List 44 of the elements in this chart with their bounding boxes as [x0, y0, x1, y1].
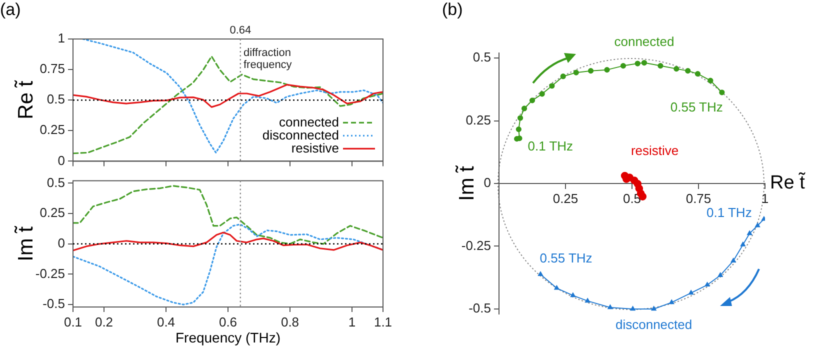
x-tick-label: 0.8 [280, 314, 300, 330]
series-label: resistive [630, 142, 679, 158]
x-tick-label: 0.75 [686, 190, 712, 206]
x-tick-label: 0.2 [94, 314, 114, 330]
y-tick-label: 0.25 [40, 122, 65, 138]
y-axis-title: Im t̃ [454, 164, 478, 201]
x-tick-label: 1.1 [374, 314, 392, 330]
annotation: 0.55 THz [540, 250, 592, 266]
chart-title: (a) [0, 0, 21, 20]
chart-title: (b) [442, 0, 463, 20]
legend-label: disconnected [262, 127, 339, 142]
y-tick-label: 0.25 [466, 112, 491, 128]
legend-label: connected [279, 114, 339, 130]
y-tick-label: 0.25 [40, 205, 65, 220]
y-axis-title: Re t̃ [14, 79, 38, 120]
y-tick-label: -0.5 [42, 296, 65, 312]
y-tick-label: 0.5 [472, 50, 491, 65]
series-label: connected [614, 34, 674, 49]
annotation: 0.55 THz [670, 100, 723, 115]
x-tick-label: 1 [761, 190, 769, 206]
y-tick-label: 1 [58, 30, 65, 46]
x-axis-title: Re t̃ [770, 172, 806, 194]
y-tick-label: -0.25 [461, 238, 491, 253]
ref-line-label: 0.64 [230, 24, 252, 37]
y-tick-label: 0 [58, 235, 65, 250]
y-tick-label: 0 [484, 175, 491, 190]
x-tick-label: 0.6 [218, 314, 238, 330]
y-tick-label: 0.75 [40, 61, 65, 76]
y-tick-label: 0.5 [46, 174, 65, 190]
x-tick-label: 0.1 [64, 314, 82, 330]
y-tick-label: -0.5 [468, 300, 491, 316]
series-label: disconnected [616, 317, 692, 332]
x-tick-label: 0.25 [552, 190, 578, 206]
annotation: 0.1 THz [528, 138, 574, 154]
y-tick-label: 0.5 [46, 92, 65, 107]
legend-label: resistive [291, 140, 339, 156]
y-tick-label: 0 [58, 152, 65, 168]
annotation: diffraction frequency [244, 47, 292, 72]
x-tick-label: 0.4 [156, 314, 176, 330]
y-axis-title: Im t̃ [14, 224, 38, 262]
annotation: 0.1 THz [706, 204, 752, 220]
x-tick-label: 1 [348, 314, 356, 330]
x-axis-title: Frequency (THz) [175, 329, 281, 346]
y-tick-label: -0.25 [35, 266, 65, 281]
